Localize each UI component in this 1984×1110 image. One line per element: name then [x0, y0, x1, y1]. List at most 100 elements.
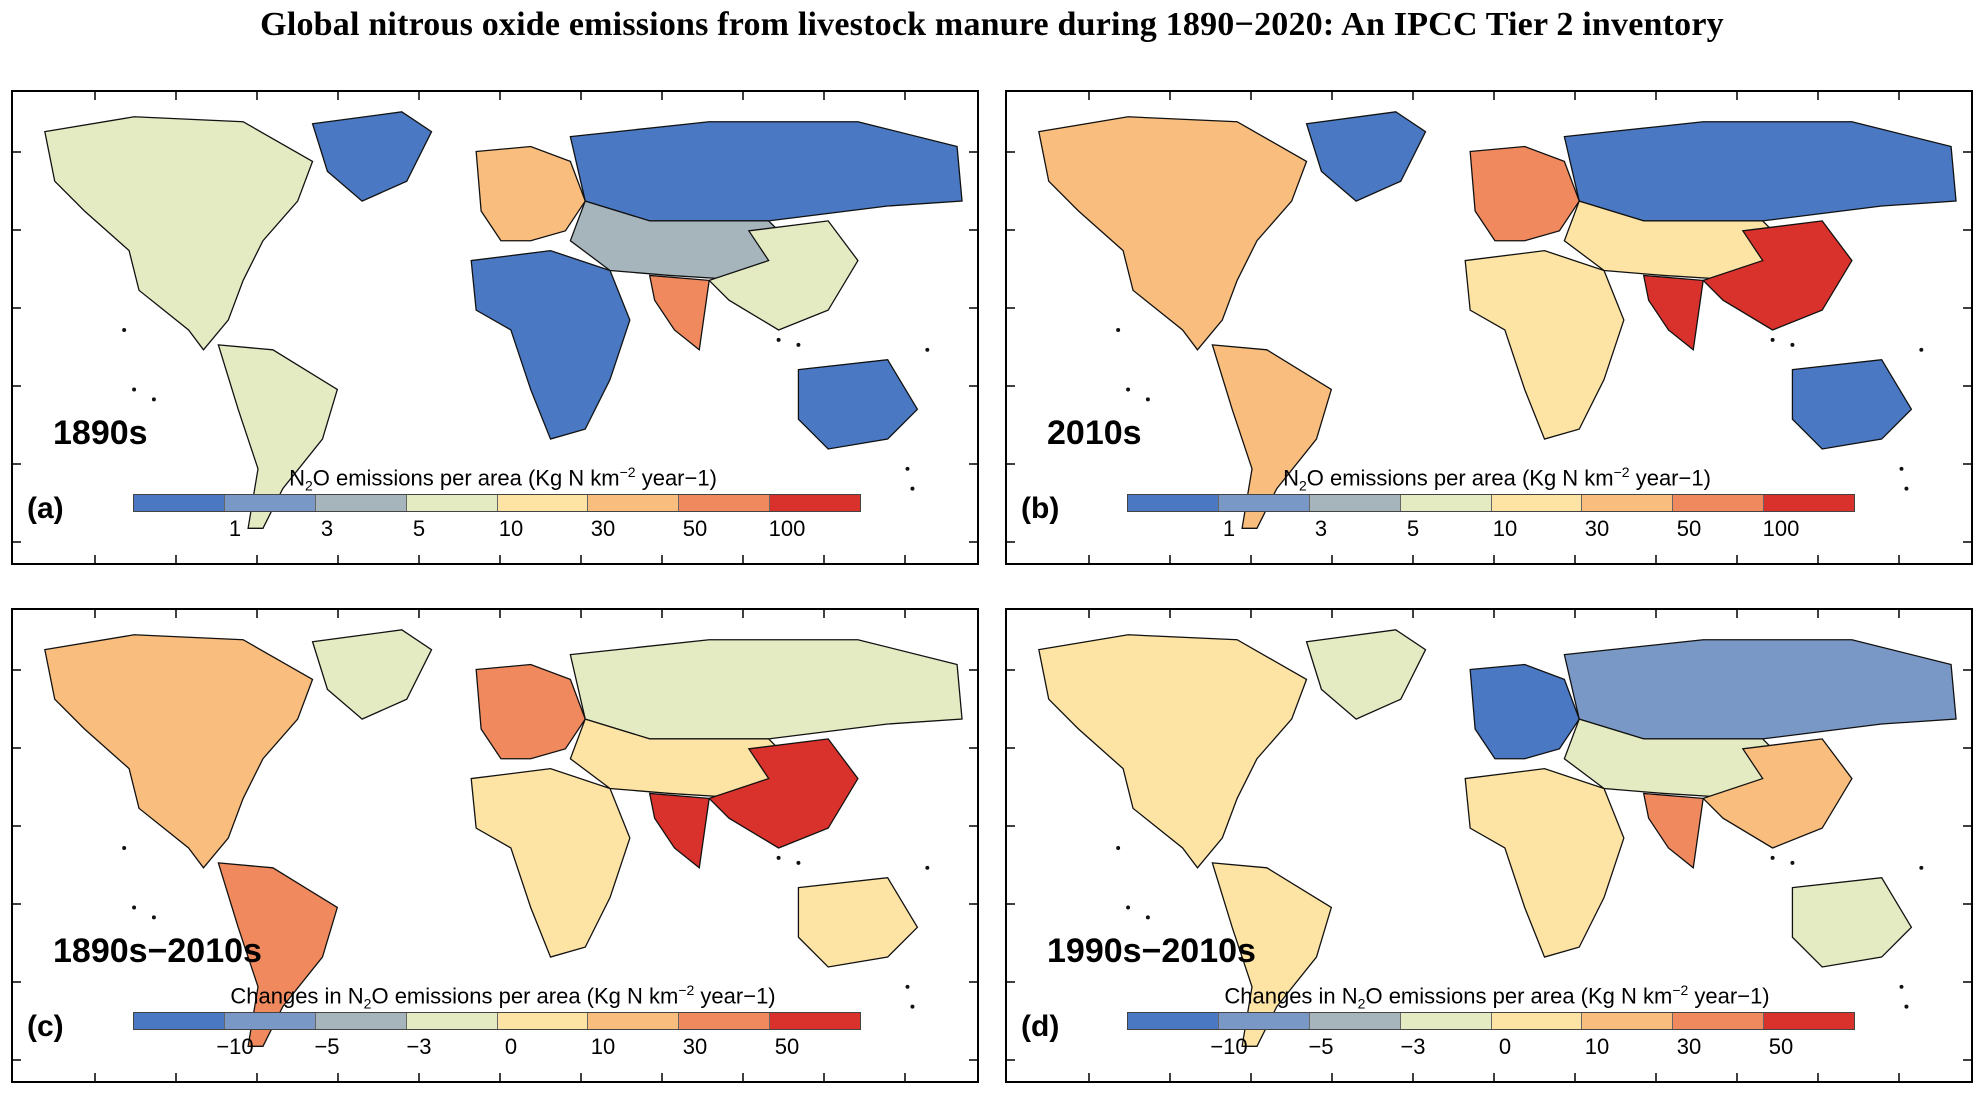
scale-tick-label: 1: [1222, 516, 1236, 541]
region-east-asia: [1701, 738, 1853, 849]
period-label: 1990s−2010s: [1047, 932, 1256, 970]
scale-tick-label: 3: [320, 516, 334, 541]
legend-title-part: −2: [1613, 464, 1630, 480]
island-dot: [1790, 860, 1795, 865]
panel-letter: (c): [27, 1010, 64, 1043]
island-dot: [925, 347, 930, 352]
color-swatch: [679, 495, 771, 511]
scale-tick-label: 5: [412, 516, 426, 541]
color-swatch: [1582, 495, 1674, 511]
scale-tick-label: 0: [1498, 1034, 1512, 1059]
island-dot: [122, 327, 127, 332]
scale-tick-label: 10: [1492, 516, 1518, 541]
island-dot: [132, 387, 137, 392]
color-swatch: [770, 1013, 860, 1029]
island-dot: [1145, 397, 1150, 402]
island-dot: [1770, 337, 1775, 342]
color-swatch: [497, 1013, 589, 1029]
world-map: [44, 111, 963, 529]
color-swatch: [134, 495, 225, 511]
region-russia: [1563, 639, 1957, 740]
color-scale-bar: [133, 494, 861, 512]
region-south-asia: [1642, 274, 1704, 352]
color-swatch: [1128, 1013, 1219, 1029]
region-south-asia: [1642, 792, 1704, 870]
scale-tick-label: 0: [504, 1034, 518, 1059]
island-dot: [1790, 342, 1795, 347]
region-east-asia: [1701, 220, 1853, 331]
panel-letter: (a): [27, 492, 64, 525]
region-africa: [1464, 767, 1625, 958]
figure-title: Global nitrous oxide emissions from live…: [260, 6, 1724, 43]
scale-tick-label: 30: [1584, 516, 1610, 541]
region-europe: [475, 663, 586, 760]
color-swatch: [1582, 1013, 1674, 1029]
color-swatch: [588, 1013, 680, 1029]
island-dot: [1904, 486, 1909, 491]
region-greenland: [311, 629, 433, 720]
island-dot: [1126, 905, 1131, 910]
map-panel: 2010s (b) N2O emissions per area (Kg N km−…: [1005, 90, 1973, 565]
scale-tick-label: 100: [768, 516, 806, 541]
scale-tick-label: 50: [1768, 1034, 1794, 1059]
color-swatch: [1309, 495, 1401, 511]
region-greenland: [1305, 111, 1427, 202]
legend-title-part: 2: [1357, 995, 1366, 1012]
period-label: 1890s−2010s: [53, 932, 262, 970]
region-south-asia: [648, 792, 710, 870]
region-europe: [1469, 663, 1580, 760]
island-dot: [1904, 1004, 1909, 1009]
color-swatch: [1400, 495, 1492, 511]
region-australia: [797, 877, 919, 968]
scale-tick-label: −3: [1400, 1034, 1426, 1059]
period-label: 2010s: [1047, 414, 1142, 452]
color-swatch: [588, 495, 680, 511]
island-dot: [132, 905, 137, 910]
region-russia: [569, 639, 963, 740]
color-scale-bar: [1127, 1012, 1855, 1030]
color-swatch: [679, 1013, 771, 1029]
legend-title-part: O emissions per area (Kg N km: [312, 465, 620, 491]
region-north-america: [44, 116, 314, 351]
scale-tick-label: −10: [216, 1034, 254, 1059]
panel-letter: (b): [1021, 492, 1060, 525]
panel-letter: (d): [1021, 1010, 1060, 1043]
scale-tick-label: 30: [682, 1034, 708, 1059]
region-africa: [1464, 249, 1625, 440]
region-east-asia: [707, 220, 859, 331]
region-australia: [797, 359, 919, 450]
island-dot: [151, 397, 156, 402]
color-swatch: [770, 495, 860, 511]
island-dot: [1770, 855, 1775, 860]
region-greenland: [1305, 629, 1427, 720]
color-swatch: [1309, 1013, 1401, 1029]
color-swatch: [315, 495, 407, 511]
island-dot: [776, 855, 781, 860]
legend-title-part: Changes in N: [1224, 983, 1358, 1009]
scale-tick-label: 10: [498, 516, 524, 541]
scale-tick-label: 10: [590, 1034, 616, 1059]
region-russia: [1563, 121, 1957, 222]
island-dot: [1116, 845, 1121, 850]
island-dot: [151, 915, 156, 920]
region-africa: [470, 767, 631, 958]
island-dot: [910, 486, 915, 491]
period-label: 1890s: [53, 414, 148, 452]
scale-tick-label: 5: [1406, 516, 1420, 541]
legend-title-part: 2: [304, 477, 313, 494]
legend-title-part: year−1): [694, 983, 776, 1009]
color-swatch: [1764, 1013, 1854, 1029]
color-swatch: [1491, 1013, 1583, 1029]
scale-tick-label: −3: [406, 1034, 432, 1059]
scale-tick-label: 3: [1314, 516, 1328, 541]
scale-tick-label: 100: [1762, 516, 1800, 541]
scale-tick-label: 50: [682, 516, 708, 541]
world-map: [1038, 111, 1957, 529]
legend-title: Changes in N2O emissions per area (Kg N …: [1127, 982, 1867, 1012]
region-africa: [470, 249, 631, 440]
color-swatch: [315, 1013, 407, 1029]
region-east-asia: [707, 738, 859, 849]
island-dot: [1126, 387, 1131, 392]
island-dot: [1145, 915, 1150, 920]
color-swatch: [497, 495, 589, 511]
